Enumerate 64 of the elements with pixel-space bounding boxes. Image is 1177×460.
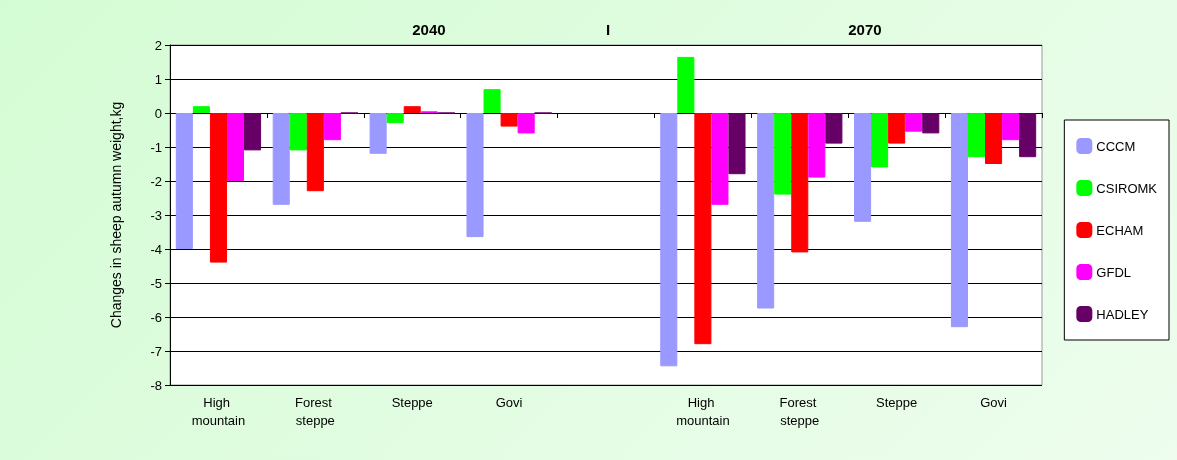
bar bbox=[757, 113, 775, 309]
bar bbox=[967, 113, 986, 158]
bar bbox=[289, 113, 307, 151]
x-tick-label: High mountain bbox=[676, 394, 730, 428]
y-tick-label: 0 bbox=[154, 105, 162, 121]
bar bbox=[677, 56, 695, 113]
bar bbox=[985, 113, 1003, 164]
bar bbox=[483, 89, 501, 113]
bar bbox=[922, 113, 940, 134]
y-tick-label: 2 bbox=[154, 37, 162, 53]
x-tick-label: Govi bbox=[980, 394, 1008, 410]
legend-label: HADLEY bbox=[1096, 306, 1149, 322]
bar bbox=[950, 113, 968, 328]
bar bbox=[244, 113, 262, 151]
x-tick-label: Forest steppe bbox=[779, 394, 821, 428]
bar bbox=[386, 113, 404, 124]
bar bbox=[403, 106, 421, 113]
bar bbox=[175, 113, 193, 249]
legend-label: GFDL bbox=[1096, 264, 1131, 280]
y-tick-label: -2 bbox=[150, 173, 162, 189]
x-tick-label: Steppe bbox=[876, 394, 918, 410]
bar bbox=[192, 106, 210, 113]
y-tick-label: -4 bbox=[150, 241, 162, 257]
y-tick-label: -7 bbox=[150, 343, 162, 359]
text: 2070 bbox=[848, 21, 882, 38]
bar bbox=[226, 113, 245, 181]
y-axis-title: Changes in sheep autumn weight,kg bbox=[108, 101, 124, 329]
y-tick-label: 1 bbox=[154, 71, 162, 87]
bar bbox=[369, 113, 387, 154]
bar bbox=[711, 113, 729, 205]
y-tick-label: -1 bbox=[150, 139, 162, 155]
y-tick-label: -6 bbox=[150, 309, 162, 325]
bar bbox=[728, 113, 746, 175]
bar bbox=[209, 113, 227, 263]
bar bbox=[808, 113, 826, 178]
bar bbox=[854, 113, 872, 222]
bar bbox=[888, 113, 906, 144]
bar bbox=[694, 113, 712, 345]
bar bbox=[306, 113, 324, 192]
bar bbox=[272, 113, 290, 205]
legend-label: ECHAM bbox=[1096, 222, 1144, 238]
bar bbox=[466, 113, 484, 238]
bar bbox=[660, 113, 678, 367]
bar bbox=[517, 113, 535, 134]
text: I bbox=[606, 21, 611, 38]
legend-label: CSIROMK bbox=[1096, 180, 1158, 196]
y-tick-label: -5 bbox=[150, 275, 162, 291]
y-tick-label: -3 bbox=[150, 207, 162, 223]
y-tick-label: -8 bbox=[150, 377, 162, 393]
text: 2040 bbox=[412, 21, 446, 38]
bar bbox=[774, 113, 792, 195]
bar bbox=[905, 113, 923, 132]
bar bbox=[871, 113, 889, 168]
x-tick-label: Govi bbox=[495, 394, 523, 410]
legend-label: CCCM bbox=[1096, 138, 1136, 154]
bar bbox=[791, 113, 809, 253]
x-tick-label: Steppe bbox=[391, 394, 433, 410]
x-tick-label: High mountain bbox=[191, 394, 246, 428]
bar bbox=[1002, 113, 1020, 141]
bar bbox=[500, 113, 518, 127]
bar bbox=[1019, 113, 1037, 158]
x-tick-label: Forest steppe bbox=[295, 394, 336, 428]
bar bbox=[825, 113, 843, 144]
bar bbox=[323, 113, 341, 141]
